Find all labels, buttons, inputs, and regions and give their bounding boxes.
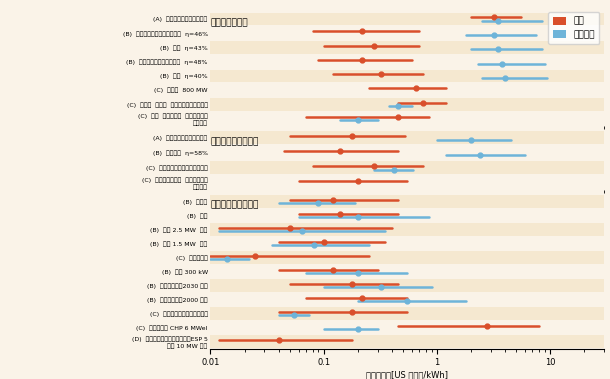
Bar: [210, 265, 604, 278]
Bar: [210, 335, 604, 348]
Text: 再生可能エネルギー: 再生可能エネルギー: [210, 201, 259, 210]
Bar: [210, 69, 604, 82]
Bar: [210, 161, 604, 174]
X-axis label: 外部コスト[US セント/kWh]: 外部コスト[US セント/kWh]: [366, 370, 448, 379]
Text: 石炭火力発電所: 石炭火力発電所: [210, 18, 248, 27]
Bar: [210, 98, 604, 111]
Bar: [210, 146, 604, 160]
Bar: [210, 13, 604, 25]
Bar: [210, 237, 604, 250]
Bar: [210, 112, 604, 125]
Bar: [210, 321, 604, 334]
Bar: [210, 251, 604, 264]
Bar: [210, 195, 604, 208]
Bar: [210, 55, 604, 68]
Bar: [210, 293, 604, 306]
Bar: [210, 84, 604, 97]
Text: 天然ガス火力発電所: 天然ガス火力発電所: [210, 137, 259, 146]
Bar: [210, 307, 604, 320]
Bar: [210, 131, 604, 144]
Bar: [210, 209, 604, 222]
Bar: [210, 41, 604, 54]
Bar: [210, 279, 604, 292]
Bar: [210, 223, 604, 236]
Bar: [210, 176, 604, 190]
Legend: 健康, 気候変動: 健康, 気候変動: [548, 12, 600, 44]
Bar: [210, 27, 604, 40]
